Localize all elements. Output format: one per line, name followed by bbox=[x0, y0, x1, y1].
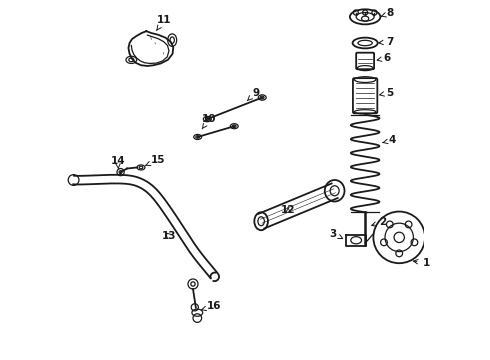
Text: 5: 5 bbox=[380, 88, 393, 98]
Text: 6: 6 bbox=[377, 53, 391, 63]
Text: 2: 2 bbox=[372, 217, 387, 227]
Text: 3: 3 bbox=[329, 229, 343, 239]
Text: 7: 7 bbox=[379, 37, 393, 47]
Text: 15: 15 bbox=[146, 155, 166, 166]
Text: 10: 10 bbox=[202, 114, 217, 129]
Text: 8: 8 bbox=[381, 9, 394, 18]
Text: 9: 9 bbox=[247, 88, 259, 101]
Text: 12: 12 bbox=[281, 205, 295, 215]
Text: 4: 4 bbox=[383, 135, 396, 145]
Text: 14: 14 bbox=[111, 156, 125, 169]
Text: 11: 11 bbox=[157, 15, 172, 30]
Text: 13: 13 bbox=[162, 231, 176, 241]
Text: 1: 1 bbox=[414, 258, 430, 268]
Text: 16: 16 bbox=[201, 301, 221, 311]
